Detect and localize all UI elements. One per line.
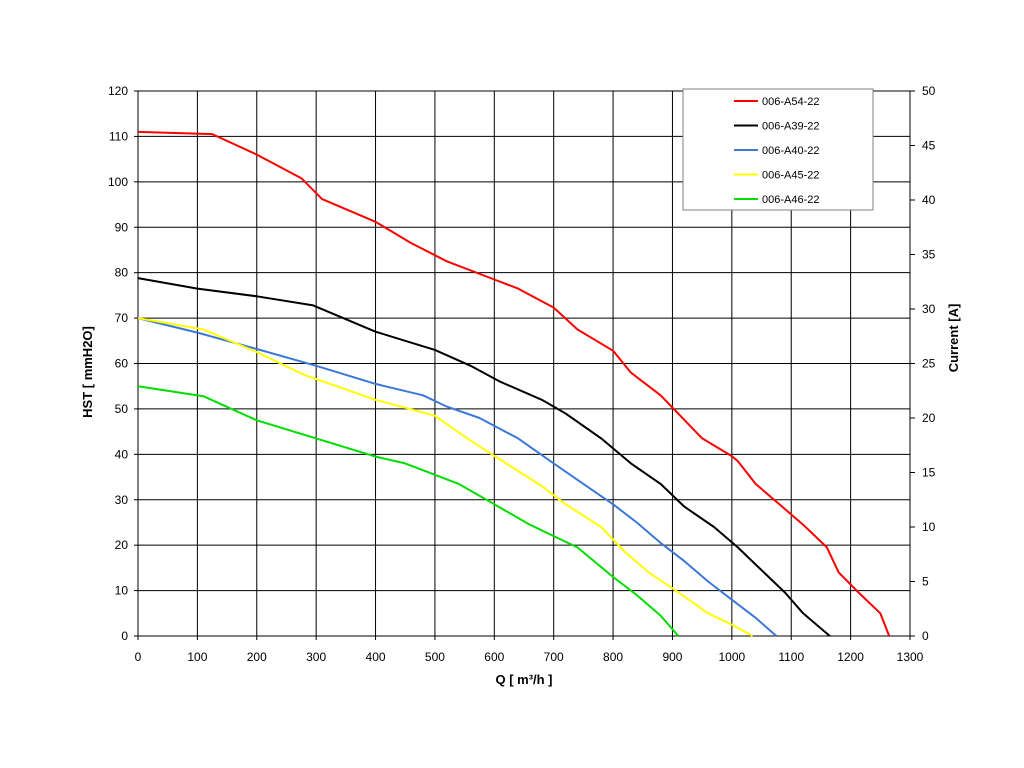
x-tick-label: 1300 [897,650,924,664]
series-line-006-a54-22 [137,130,891,637]
legend: 006-A54-22 006-A39-22 006-A40-22 006-A45-22… [682,88,874,211]
y-tick-label: 90 [115,220,129,234]
y2-axis-ticks: 0 5 10 15 20 25 30 35 40 45 50 [910,84,936,643]
x-tick-label: 300 [306,650,326,664]
legend-entry-label: 006-A46-22 [762,194,820,206]
x-tick-label: 900 [662,650,682,664]
y-tick-label: 110 [109,129,128,143]
series-line-006-a46-22 [137,385,680,637]
legend-entry-label: 006-A54-22 [762,96,820,108]
y-tick-label: 120 [108,84,128,98]
x-tick-label: 1100 [778,650,804,664]
x-tick-label: 500 [425,650,445,664]
y2-axis-title: Current [A] [946,304,961,373]
x-axis-title: Q [ m³/h ] [495,672,552,687]
y-tick-label: 10 [115,584,129,598]
y-tick-label: 100 [108,175,128,189]
y-tick-label: 80 [115,266,129,280]
x-tick-label: 200 [247,650,267,664]
y-tick-label: 50 [115,402,129,416]
y-axis-ticks: 0 10 20 30 40 50 60 70 80 90 100 110 120 [108,84,138,643]
y-axis-title: HST [ mmH2O] [80,326,95,418]
series-line-006-a39-22 [137,277,831,637]
x-tick-label: 0 [135,650,142,664]
y2-tick-label: 5 [922,575,929,589]
y-tick-label: 20 [115,538,129,552]
y-tick-label: 30 [115,493,129,507]
x-tick-label: 600 [484,650,504,664]
y2-tick-label: 10 [922,520,936,534]
y2-tick-label: 40 [922,193,936,207]
y2-tick-label: 0 [922,629,929,643]
legend-entry-label: 006-A39-22 [762,121,820,133]
series-line-006-a45-22 [137,317,754,637]
legend-entry-label: 006-A40-22 [762,145,820,157]
y2-tick-label: 35 [922,248,936,262]
x-tick-label: 100 [187,650,207,664]
y2-tick-label: 45 [922,139,936,153]
y-tick-label: 70 [115,311,129,325]
series-lines [137,130,891,637]
legend-box [682,88,874,211]
x-axis-ticks: 0 100 200 300 400 500 600 700 800 900 1000 1100 1200… [135,636,924,664]
y2-tick-label: 15 [922,466,936,480]
y-tick-label: 40 [115,447,129,461]
x-tick-label: 800 [603,650,623,664]
x-tick-label: 1200 [837,650,864,664]
x-tick-label: 400 [366,650,386,664]
y2-tick-label: 25 [922,357,936,371]
y-tick-label: 60 [115,357,129,371]
legend-entry-label: 006-A45-22 [762,170,820,182]
y-tick-label: 0 [121,629,128,643]
x-tick-label: 1000 [718,650,745,664]
y2-tick-label: 30 [922,302,936,316]
y2-tick-label: 20 [922,411,936,425]
x-tick-label: 700 [544,650,564,664]
y2-tick-label: 50 [922,84,936,98]
series-line-006-a40-22 [137,317,778,637]
